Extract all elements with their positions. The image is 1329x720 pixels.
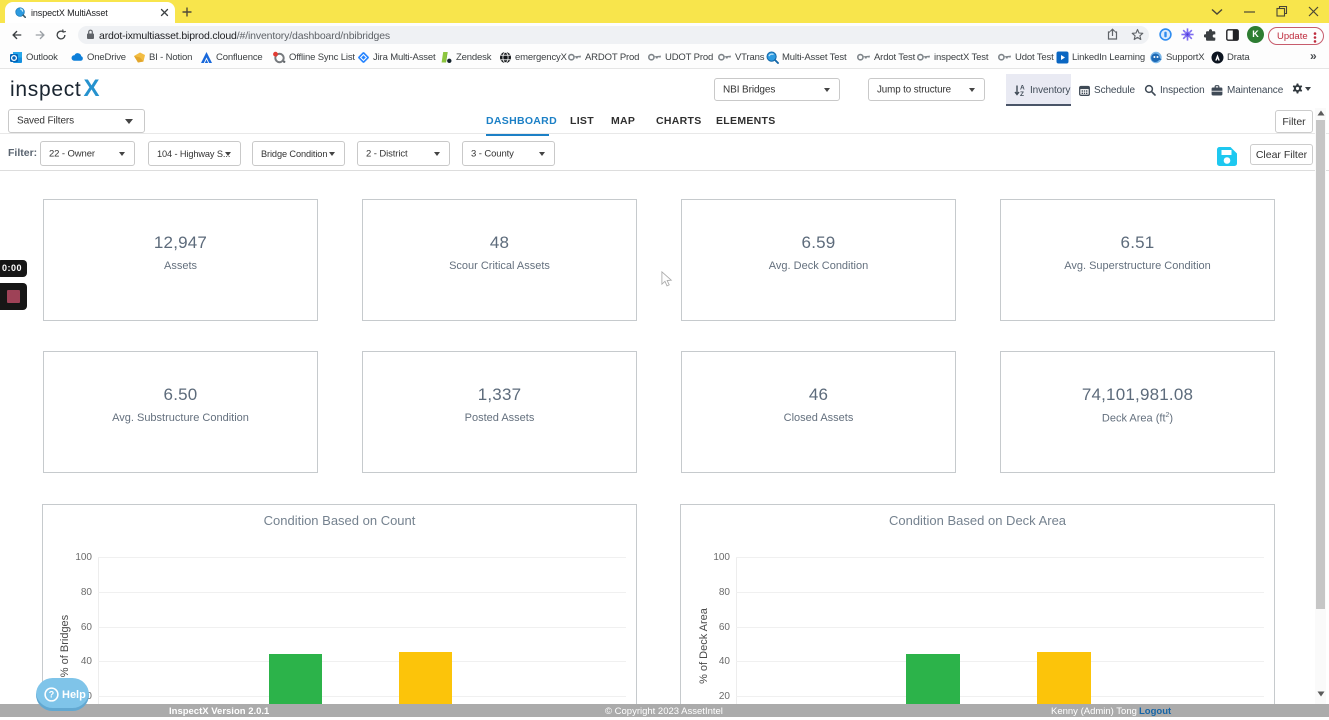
svg-text:?: ? (49, 690, 54, 700)
svg-text:A: A (1020, 84, 1025, 91)
svg-text:Z: Z (1020, 91, 1024, 97)
